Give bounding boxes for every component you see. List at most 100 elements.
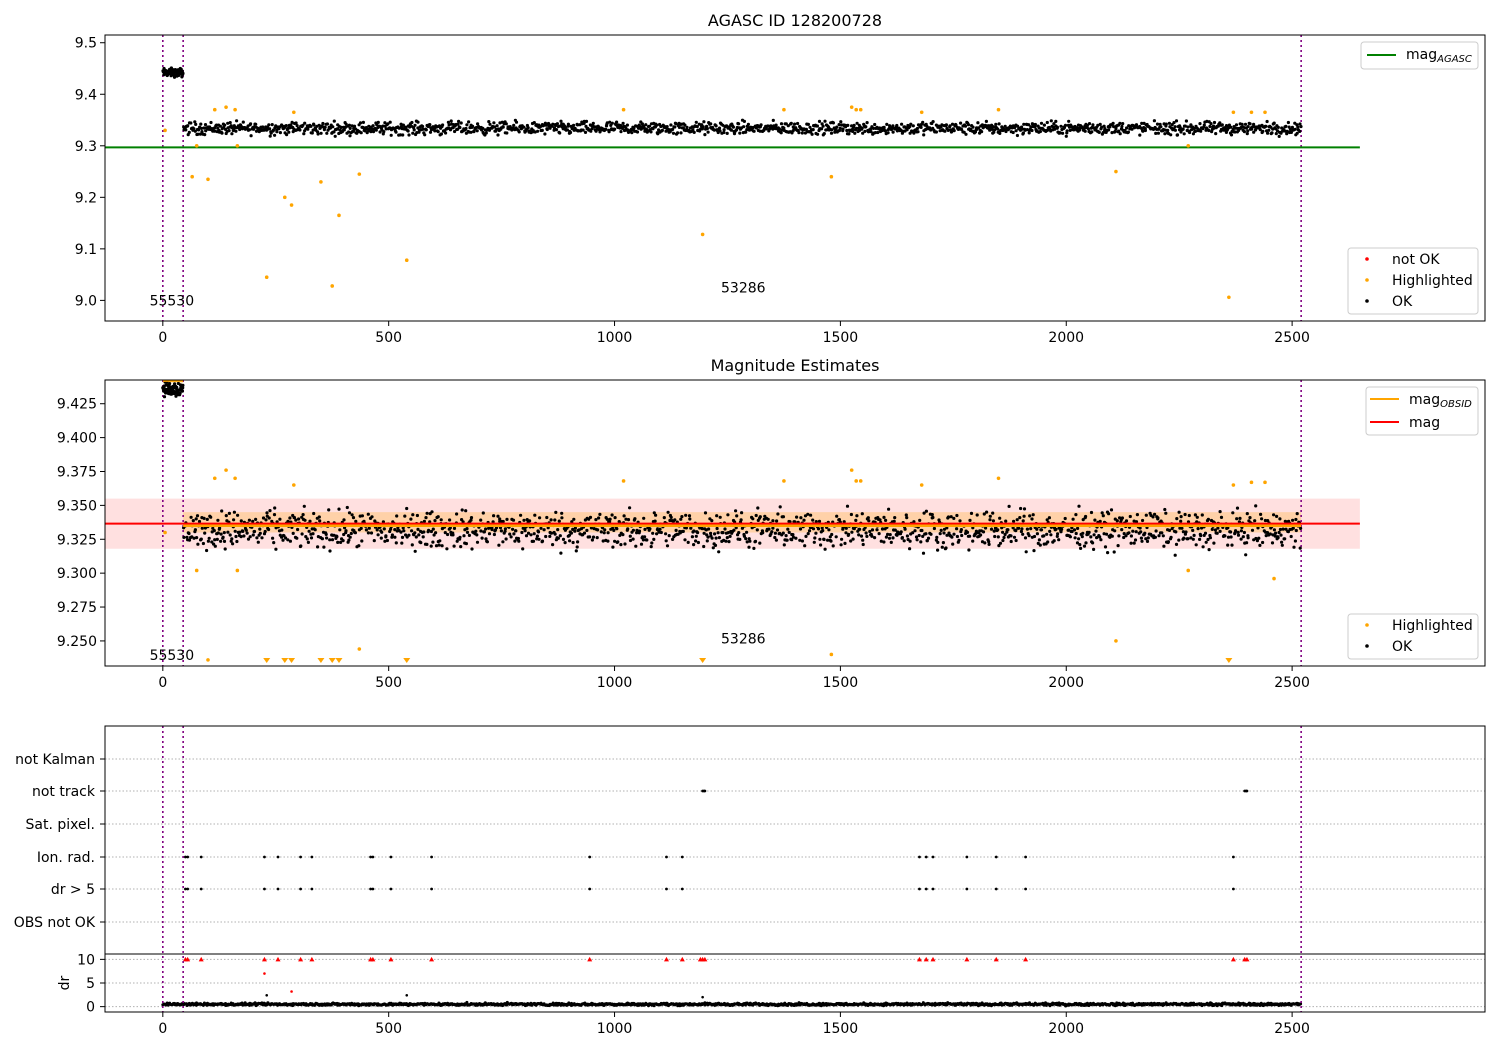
ok-point [713,543,718,548]
ok-point [1291,526,1295,530]
ok-point [924,127,928,132]
x-tick-label: 1500 [823,675,859,691]
ok-point [1257,536,1261,540]
ok-point [545,515,549,520]
ok-point [811,128,815,132]
ok-point [301,123,305,127]
ok-point [347,130,351,134]
ok-point [185,535,189,539]
ok-point [1101,131,1105,135]
flag-marker [299,855,302,859]
highlighted-point [194,568,199,573]
ok-point [1259,512,1263,517]
ok-point [536,530,541,534]
ok-point [1174,530,1178,534]
ok-point [195,536,199,540]
ok-point [1107,128,1111,132]
ok-point [510,527,515,531]
ok-point [722,128,726,132]
highlighted-point [1114,639,1118,643]
ok-point [422,519,426,524]
ok-point [980,130,984,134]
ok-point [710,536,714,540]
ok-point [1253,519,1257,523]
ok-point [302,132,306,136]
ok-point [357,544,361,548]
ok-point [1020,527,1024,531]
flag-marker [931,887,935,891]
ok-point [327,508,331,512]
ok-point [895,123,899,128]
ok-point [246,537,251,541]
ok-point [786,527,790,531]
below-range-marker [328,658,336,663]
ok-point [737,531,741,535]
ok-point [884,535,889,539]
line-legend: magAGASC [1360,41,1479,70]
ok-point [560,511,564,515]
ok-point [813,536,817,540]
ok-point [1120,124,1124,129]
ok-point [238,127,242,132]
ok-point [1071,517,1075,521]
ok-point [370,127,374,131]
ok-point [310,131,314,135]
ok-point [988,128,992,132]
highlighted-point [700,232,705,237]
ok-point [1207,128,1211,133]
ok-point [650,541,654,545]
ok-point [181,383,185,387]
ok-point [569,531,574,535]
ok-point [857,533,861,537]
ok-point [790,538,794,542]
ok-point [441,123,445,127]
ok-point [461,520,465,524]
ok-point [1238,516,1242,521]
ok-point [552,126,557,130]
ok-point [997,544,1001,548]
ok-point [649,130,653,134]
ok-point [804,534,808,539]
ok-point [1058,131,1062,135]
ok-point [674,528,678,533]
ok-point [1124,519,1129,523]
ok-point [1284,527,1288,531]
below-range-marker [1225,658,1233,663]
ok-point [782,543,786,547]
ok-point [1139,126,1143,130]
ok-point [245,531,249,535]
ok-point [475,129,479,133]
ok-point [437,543,441,547]
ok-point [854,518,858,523]
ok-point [1067,528,1071,532]
ok-point [1135,513,1139,517]
ok-point [659,530,663,535]
ok-point [1027,123,1031,127]
ok-point [959,528,964,532]
ok-point [531,539,536,543]
ok-point [341,539,345,543]
ok-point [789,121,793,125]
highlighted-point [1249,480,1254,485]
ok-point [428,130,433,134]
ok-point [335,535,339,539]
ok-point [379,536,383,540]
ok-point [1179,515,1183,519]
ok-point [482,530,486,534]
ok-point [1295,511,1299,516]
highlighted-point [233,476,237,481]
ok-point [1292,545,1296,549]
ok-point [833,130,837,134]
ok-point [1122,535,1126,540]
ok-point [1039,528,1044,532]
ok-point [830,128,834,132]
ok-point [1201,545,1205,549]
flag-marker [924,855,928,859]
ok-point [1156,516,1160,520]
ok-point [459,121,463,125]
ok-point [993,128,997,132]
ok-point [1183,512,1187,517]
ok-point [196,542,200,546]
ok-point [664,539,668,543]
